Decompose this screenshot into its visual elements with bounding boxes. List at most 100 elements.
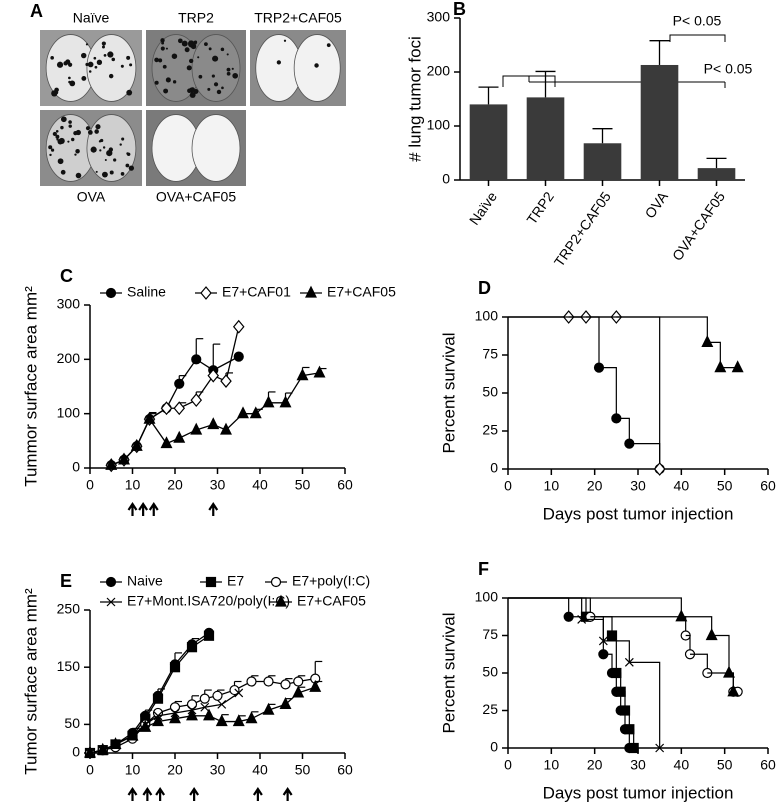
marker <box>203 708 215 721</box>
tumor-spot <box>120 64 124 68</box>
tumor-spot <box>226 53 229 56</box>
marker <box>190 393 203 408</box>
tumor-spot <box>69 80 76 87</box>
tumor-spot <box>50 148 55 152</box>
marker <box>200 286 212 300</box>
marker <box>220 374 232 389</box>
y-tick-label: 0 <box>490 460 498 476</box>
tumor-spot <box>75 149 80 154</box>
tumor-spot <box>163 88 169 94</box>
marker <box>232 714 245 727</box>
series-line <box>110 356 240 466</box>
marker <box>309 679 322 692</box>
x-tick-label: 50 <box>295 762 311 778</box>
tumor-spot <box>58 137 65 144</box>
tumor-spot <box>232 72 239 79</box>
lung <box>191 114 241 182</box>
x-tick-label: 50 <box>717 757 733 773</box>
marker <box>217 699 227 709</box>
bar <box>469 104 508 180</box>
tumor-spot <box>165 77 171 83</box>
bar <box>640 64 679 180</box>
tumor-spot <box>161 41 165 45</box>
tumor-spot <box>171 53 178 59</box>
tumor-spot <box>204 42 208 46</box>
x-tick-label: 10 <box>125 477 141 493</box>
x-tick-label: OVA+CAF05 <box>669 188 728 263</box>
x-tick-label: 30 <box>210 762 226 778</box>
tumor-spot <box>226 71 231 76</box>
tumor-spot <box>162 64 167 69</box>
marker <box>191 354 202 365</box>
tumor-spot <box>314 63 319 68</box>
survival-step <box>616 672 622 692</box>
x-tick-label: 60 <box>760 757 776 773</box>
bar <box>583 143 622 180</box>
x-tick-label: OVA <box>642 188 672 221</box>
vaccination-arrow <box>142 787 153 801</box>
y-tick-label: 250 <box>57 601 81 617</box>
vaccination-arrow <box>208 502 219 516</box>
tumor-spot <box>99 138 104 143</box>
marker <box>262 702 275 715</box>
tumor-spot <box>88 70 92 73</box>
photo-label: TRP2 <box>178 10 214 26</box>
marker <box>293 676 304 687</box>
survival-step <box>603 653 613 673</box>
x-tick-label: Naïve <box>466 188 500 227</box>
panel-label: F <box>478 559 489 579</box>
marker <box>280 679 291 690</box>
tumor-spot <box>48 145 53 150</box>
x-tick-label: 30 <box>210 477 226 493</box>
survival-step <box>508 597 570 617</box>
tumor-spot <box>50 56 54 60</box>
tumor-spot <box>187 88 192 94</box>
legend-label: E7+poly(I:C) <box>292 573 370 589</box>
y-tick-label: 0 <box>442 171 450 187</box>
tumor-spot <box>55 91 59 95</box>
tumor-spot <box>68 76 71 80</box>
survival-step <box>616 316 661 469</box>
marker <box>203 630 215 641</box>
marker <box>160 436 173 449</box>
tumor-spot <box>60 125 64 130</box>
vaccination-arrow <box>252 787 263 801</box>
marker <box>173 430 186 443</box>
tumor-spot <box>186 65 192 71</box>
x-tick-label: 60 <box>337 762 353 778</box>
marker <box>169 711 181 724</box>
marker <box>701 335 714 347</box>
x-axis-label: Days post tumor injection <box>543 783 734 802</box>
marker <box>262 395 275 408</box>
survival-step <box>629 443 661 469</box>
marker <box>215 714 228 727</box>
marker <box>305 285 317 298</box>
marker <box>160 401 173 416</box>
x-tick-label: 0 <box>504 478 512 494</box>
tumor-spot <box>111 57 116 62</box>
y-axis-label: Percent survival <box>439 613 458 734</box>
marker <box>292 685 305 698</box>
bracket <box>669 34 726 42</box>
x-tick-label: 0 <box>86 477 94 493</box>
marker <box>220 422 232 435</box>
vaccination-arrow <box>138 502 149 516</box>
marker <box>675 609 688 622</box>
photo-label: TRP2+CAF05 <box>254 10 342 26</box>
survival-step <box>508 316 708 343</box>
tumor-spot <box>94 65 98 69</box>
tumor-spot <box>221 86 224 90</box>
panel-label: D <box>478 278 491 298</box>
tumor-spot <box>101 41 106 46</box>
x-tick-label: 20 <box>167 762 183 778</box>
marker <box>143 411 156 424</box>
bar <box>526 97 565 180</box>
survival-step <box>612 634 617 673</box>
x-tick-label: 30 <box>630 757 646 773</box>
tumor-spot <box>119 143 122 146</box>
marker <box>723 665 735 678</box>
tumor-spot <box>55 129 59 133</box>
survival-step <box>508 597 682 617</box>
y-tick-label: 100 <box>475 308 499 324</box>
tumor-spot <box>172 80 177 84</box>
